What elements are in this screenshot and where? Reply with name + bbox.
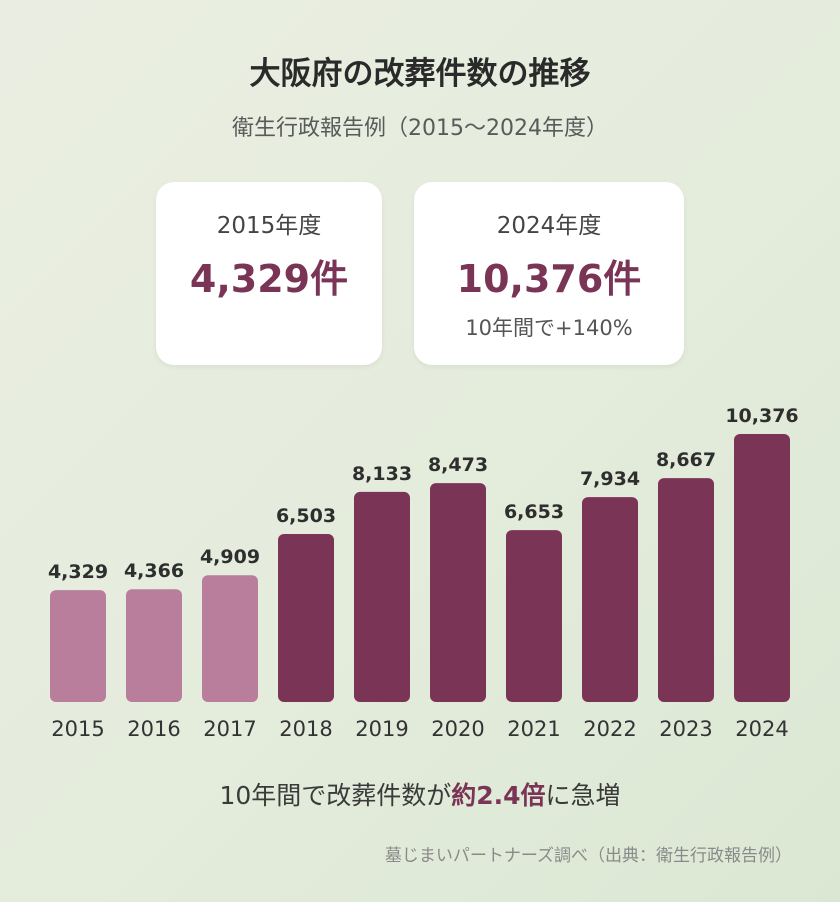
tick-label-2022: 2022 xyxy=(583,717,636,741)
stat-card-year: 2015年度 xyxy=(216,213,322,239)
bar-2017 xyxy=(202,575,258,702)
data-label-2023: 8,667 xyxy=(656,449,716,471)
bar-2015 xyxy=(50,590,106,702)
stat-card-note: 10年間で+140% xyxy=(465,316,633,340)
summary-prefix: 10年間で改葬件数が xyxy=(219,781,452,810)
chart-title: 大阪府の改葬件数の推移 xyxy=(249,56,591,92)
stat-card-value: 4,329件 xyxy=(189,257,349,301)
data-label-2018: 6,503 xyxy=(276,505,336,527)
data-label-2021: 6,653 xyxy=(504,501,564,523)
stat-card-year: 2024年度 xyxy=(496,213,602,239)
stat-card-2024: 2024年度 10,376件 10年間で+140% xyxy=(414,182,684,365)
bar-2020 xyxy=(430,483,486,702)
tick-label-2020: 2020 xyxy=(431,717,484,741)
tick-label-2019: 2019 xyxy=(355,717,408,741)
summary-emphasis: 約2.4倍 xyxy=(451,781,546,810)
data-label-2024: 10,376 xyxy=(725,405,798,427)
data-label-2016: 4,366 xyxy=(124,560,184,582)
bar-2021 xyxy=(506,530,562,702)
tick-label-2015: 2015 xyxy=(51,717,104,741)
bar-2018 xyxy=(278,534,334,702)
tick-label-2017: 2017 xyxy=(203,717,256,741)
bar-chart: 4,329 2015 4,366 2016 4,909 2017 6,503 2018 8,13… xyxy=(48,405,799,741)
summary-suffix: に急増 xyxy=(545,781,621,810)
source-footer: 墓じまいパートナーズ調べ（出典：衛生行政報告例） xyxy=(384,846,792,866)
data-label-2015: 4,329 xyxy=(48,561,108,583)
data-label-2020: 8,473 xyxy=(428,454,488,476)
summary-text: 10年間で改葬件数が約2.4倍に急増 xyxy=(0,776,840,812)
tick-label-2023: 2023 xyxy=(659,717,712,741)
tick-label-2021: 2021 xyxy=(507,717,560,741)
data-label-2017: 4,909 xyxy=(200,546,260,568)
data-label-2019: 8,133 xyxy=(352,463,412,485)
stat-card-2015: 2015年度 4,329件 xyxy=(156,182,382,365)
bar-2023 xyxy=(658,478,714,702)
bar-2019 xyxy=(354,491,410,702)
tick-label-2018: 2018 xyxy=(279,717,332,741)
bar-2024 xyxy=(734,434,790,702)
tick-label-2024: 2024 xyxy=(735,717,788,741)
stat-card-value: 10,376件 xyxy=(456,257,642,301)
data-label-2022: 7,934 xyxy=(580,468,640,490)
bar-2016 xyxy=(126,589,182,702)
tick-label-2016: 2016 xyxy=(127,717,180,741)
bar-2022 xyxy=(582,497,638,702)
chart-subtitle: 衛生行政報告例（2015〜2024年度） xyxy=(232,116,608,141)
